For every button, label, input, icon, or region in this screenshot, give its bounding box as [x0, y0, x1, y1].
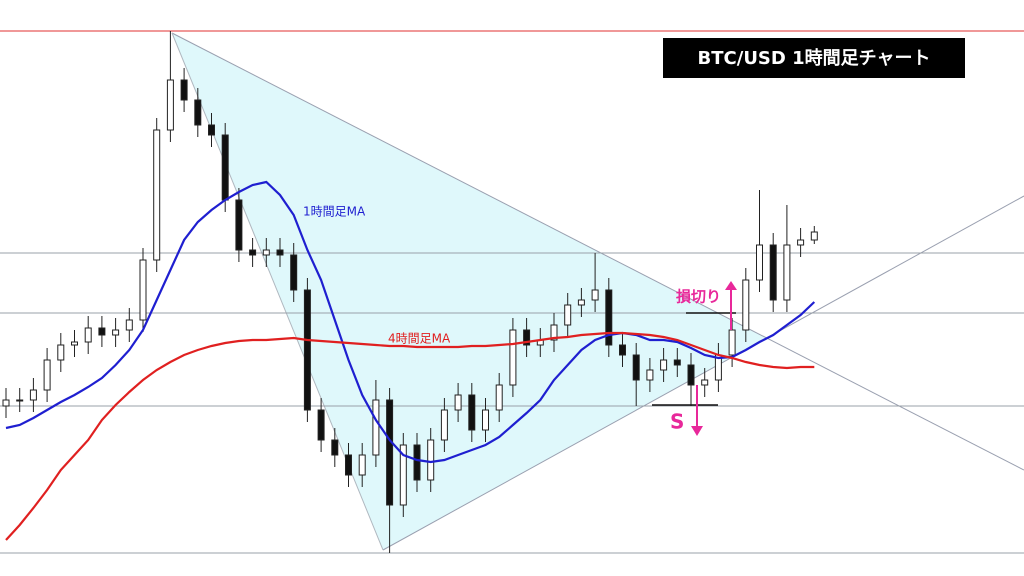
candle-body — [797, 239, 805, 246]
candle-body — [331, 439, 339, 456]
candle-body — [235, 199, 243, 251]
candle-body — [29, 389, 37, 401]
candle-body — [673, 359, 681, 366]
candle-body — [112, 329, 120, 336]
candle-body — [125, 319, 133, 331]
sell-label: S — [670, 410, 684, 434]
upper-trendline — [171, 32, 1024, 471]
candle-body — [276, 249, 284, 256]
candle-body — [482, 409, 489, 431]
lower-trendline — [382, 195, 1024, 551]
candle-body — [810, 231, 818, 241]
candle-body — [591, 289, 599, 301]
candle-body — [495, 384, 503, 411]
candle-body — [632, 354, 640, 381]
candle-body — [358, 454, 366, 476]
up-arrow-head — [725, 281, 737, 290]
candle-body — [153, 129, 161, 261]
ma-label: 4時間足MA — [388, 332, 451, 346]
down-arrow-head — [691, 426, 703, 436]
candle-body — [619, 344, 626, 356]
candle-body — [386, 399, 394, 506]
candle-body — [98, 327, 106, 336]
chart-title: BTC/USD 1時間足チャート — [698, 48, 931, 69]
candle-body — [84, 327, 92, 343]
candle-body — [509, 329, 517, 386]
candle-body — [728, 329, 736, 356]
candle-body — [577, 299, 585, 306]
moving-average — [5, 331, 815, 541]
candle-body — [523, 329, 531, 346]
candle-body — [564, 304, 572, 326]
candle-body — [769, 244, 777, 301]
candle-body — [742, 279, 750, 331]
candle-body — [660, 359, 668, 371]
stop-loss-label: 損切り — [676, 288, 721, 306]
candle-body — [262, 249, 270, 256]
candle-body — [550, 324, 558, 341]
candle-body — [166, 79, 174, 131]
candle-body — [208, 124, 215, 136]
candle-body — [687, 364, 695, 386]
triangle-fill — [172, 33, 767, 550]
candle-body — [756, 244, 763, 281]
candle-body — [57, 344, 65, 361]
candle-body — [468, 394, 476, 431]
ma-label: 1時間足MA — [303, 205, 366, 219]
candle-body — [427, 439, 435, 481]
candle-body — [646, 369, 654, 381]
candle-body — [701, 379, 709, 386]
candle-body — [440, 409, 448, 441]
candle-body — [413, 444, 421, 481]
candle-body — [290, 254, 298, 291]
candle-body — [221, 134, 229, 201]
candle-body — [71, 341, 78, 346]
candle-body — [605, 289, 613, 346]
candle-body — [139, 259, 147, 321]
candle-body — [454, 394, 462, 411]
candle-body — [194, 99, 202, 126]
moving-average — [5, 180, 816, 464]
candle-body — [317, 409, 325, 441]
candle-body — [303, 289, 311, 411]
candle-body — [345, 454, 352, 476]
candle-body — [372, 399, 380, 456]
candle-body — [16, 399, 24, 402]
candle-body — [249, 249, 257, 256]
candle-body — [180, 79, 188, 101]
candle-body — [43, 359, 51, 391]
candle-body — [2, 399, 10, 407]
candle-body — [399, 444, 407, 506]
candle-body — [783, 244, 791, 301]
title-box — [663, 38, 965, 78]
